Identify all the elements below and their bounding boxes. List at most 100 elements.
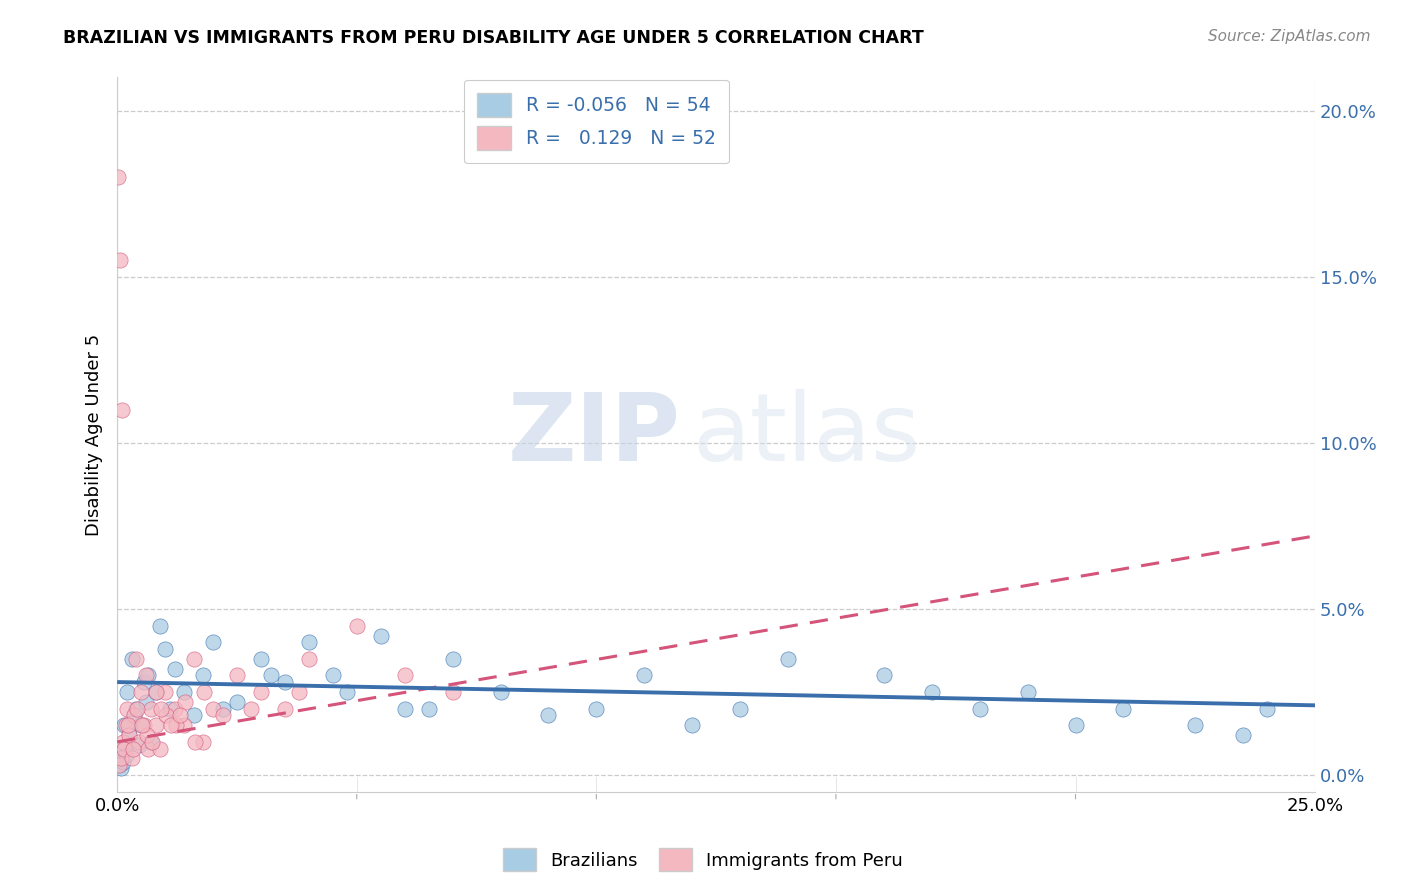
Point bbox=[336, 685, 359, 699]
Point bbox=[633, 668, 655, 682]
Point bbox=[240, 701, 263, 715]
Point bbox=[114, 748, 136, 763]
Point bbox=[165, 718, 187, 732]
Point bbox=[125, 652, 148, 666]
Y-axis label: Disability Age Under 5: Disability Age Under 5 bbox=[86, 334, 103, 536]
Point bbox=[115, 685, 138, 699]
Point bbox=[173, 718, 195, 732]
Point bbox=[776, 652, 799, 666]
Point bbox=[108, 253, 131, 268]
Point bbox=[441, 652, 464, 666]
Point bbox=[418, 701, 440, 715]
Point bbox=[118, 728, 141, 742]
Point bbox=[160, 718, 183, 732]
Point bbox=[193, 685, 215, 699]
Point bbox=[969, 701, 991, 715]
Point bbox=[211, 708, 233, 723]
Text: BRAZILIAN VS IMMIGRANTS FROM PERU DISABILITY AGE UNDER 5 CORRELATION CHART: BRAZILIAN VS IMMIGRANTS FROM PERU DISABI… bbox=[63, 29, 924, 47]
Point bbox=[873, 668, 896, 682]
Point bbox=[681, 718, 703, 732]
Point bbox=[139, 701, 162, 715]
Point bbox=[288, 685, 311, 699]
Point bbox=[274, 701, 297, 715]
Point bbox=[135, 728, 157, 742]
Point bbox=[145, 685, 167, 699]
Point bbox=[108, 758, 131, 772]
Point bbox=[149, 618, 172, 632]
Point bbox=[1017, 685, 1039, 699]
Point bbox=[489, 685, 512, 699]
Point bbox=[110, 751, 132, 765]
Point bbox=[135, 695, 157, 709]
Point bbox=[193, 668, 215, 682]
Point bbox=[127, 701, 149, 715]
Point bbox=[163, 662, 186, 676]
Point bbox=[110, 761, 132, 775]
Point bbox=[184, 735, 207, 749]
Point bbox=[141, 735, 163, 749]
Point bbox=[202, 635, 225, 649]
Point bbox=[150, 701, 173, 715]
Point bbox=[121, 652, 143, 666]
Point bbox=[173, 685, 195, 699]
Point bbox=[274, 675, 297, 690]
Point bbox=[145, 685, 167, 699]
Point bbox=[129, 685, 152, 699]
Legend: Brazilians, Immigrants from Peru: Brazilians, Immigrants from Peru bbox=[496, 841, 910, 879]
Point bbox=[153, 685, 176, 699]
Point bbox=[112, 741, 135, 756]
Point bbox=[1232, 728, 1254, 742]
Point bbox=[112, 718, 135, 732]
Point bbox=[183, 652, 205, 666]
Point bbox=[250, 685, 273, 699]
Point bbox=[117, 718, 139, 732]
Point bbox=[183, 708, 205, 723]
Point bbox=[111, 741, 134, 756]
Point bbox=[394, 701, 416, 715]
Point bbox=[226, 695, 249, 709]
Point bbox=[122, 708, 145, 723]
Point bbox=[155, 708, 177, 723]
Text: Source: ZipAtlas.com: Source: ZipAtlas.com bbox=[1208, 29, 1371, 45]
Point bbox=[163, 701, 186, 715]
Point bbox=[114, 718, 136, 732]
Point bbox=[174, 695, 197, 709]
Point bbox=[125, 701, 148, 715]
Point bbox=[149, 741, 172, 756]
Point bbox=[921, 685, 943, 699]
Point bbox=[298, 652, 321, 666]
Point bbox=[115, 701, 138, 715]
Point bbox=[138, 741, 160, 756]
Point bbox=[138, 668, 160, 682]
Point bbox=[145, 718, 167, 732]
Point bbox=[111, 735, 134, 749]
Point bbox=[211, 701, 233, 715]
Point bbox=[585, 701, 607, 715]
Point bbox=[259, 668, 281, 682]
Point bbox=[111, 755, 134, 769]
Point bbox=[118, 728, 141, 742]
Point bbox=[226, 668, 249, 682]
Point bbox=[153, 641, 176, 656]
Point bbox=[1064, 718, 1087, 732]
Legend: R = -0.056   N = 54, R =   0.129   N = 52: R = -0.056 N = 54, R = 0.129 N = 52 bbox=[464, 79, 728, 163]
Point bbox=[132, 718, 155, 732]
Point bbox=[169, 708, 191, 723]
Point bbox=[537, 708, 560, 723]
Point bbox=[135, 668, 157, 682]
Point bbox=[121, 741, 143, 756]
Point bbox=[132, 675, 155, 690]
Point bbox=[1184, 718, 1206, 732]
Point bbox=[1256, 701, 1278, 715]
Point bbox=[128, 738, 150, 752]
Point bbox=[346, 618, 368, 632]
Point bbox=[129, 718, 152, 732]
Point bbox=[121, 751, 143, 765]
Point bbox=[322, 668, 344, 682]
Point bbox=[139, 735, 162, 749]
Text: atlas: atlas bbox=[692, 389, 921, 481]
Point bbox=[108, 758, 131, 772]
Point bbox=[250, 652, 273, 666]
Point bbox=[128, 735, 150, 749]
Point bbox=[131, 718, 153, 732]
